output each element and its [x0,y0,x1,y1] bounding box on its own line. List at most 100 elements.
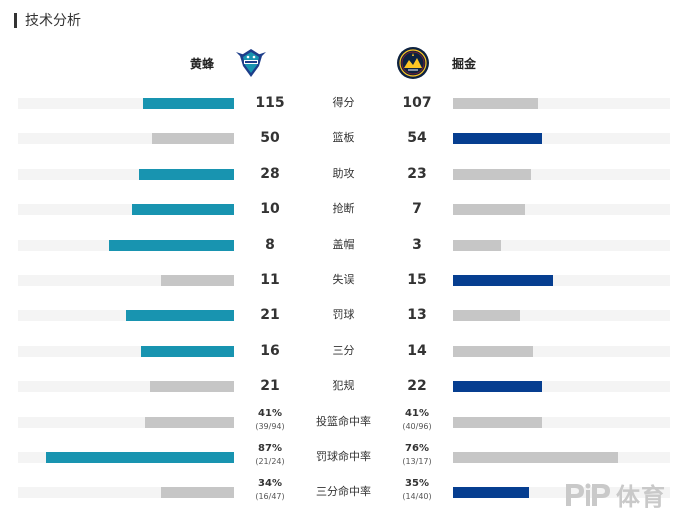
away-team-header: 掘金 [396,46,476,80]
home-bar-fill [161,487,234,499]
away-bar-fill [453,133,542,145]
home-bar-fill [143,98,234,109]
home-bar-track [18,310,234,322]
hornets-logo-icon[interactable] [234,46,268,80]
away-bar-track [453,204,670,216]
home-stat-value: 50 [260,130,280,147]
away-stat-value: 107 [402,95,432,111]
away-bar-track [453,345,670,357]
home-bar-fill [145,416,234,428]
nuggets-logo-icon[interactable] [396,46,430,80]
pp-logo-icon [566,483,610,506]
home-bar-track [18,98,234,109]
home-bar-track [18,452,234,463]
away-bar-track [453,310,670,322]
home-bar-track [18,239,234,251]
home-bar-track [18,275,234,286]
away-bar-track [453,98,670,109]
away-stat-fraction: (14/40) [402,492,432,502]
home-stat-value: 28 [260,165,280,182]
home-bar-fill [152,133,234,145]
away-stat-percent: 41% [405,407,429,419]
stat-label: 犯规 [332,379,355,393]
home-stat-percent: 41% [258,407,282,419]
watermark-text: 体育 [616,482,666,511]
stat-label: 助攻 [332,166,355,180]
away-stat-value: 14 [407,342,427,359]
away-bar-track [453,381,670,393]
stat-row: 8 3 盖帽 [0,230,688,260]
stat-label: 三分命中率 [316,485,371,499]
home-stat-value: 87% (21/24) [234,442,306,468]
section-header: 技术分析 [14,10,81,30]
away-stat-value: 41% (40/96) [381,407,453,433]
home-stat-percent: 34% [258,478,282,490]
stat-label: 三分 [332,343,355,357]
away-bar-track [453,275,670,286]
home-bar-fill [109,239,234,251]
home-bar-fill [139,168,234,180]
home-bar-fill [126,310,234,322]
section-header-bar [14,12,17,28]
home-bar-fill [141,345,234,357]
stat-row: 87% (21/24) 76% (13/17) 罚球命中率 [0,442,688,472]
away-stat-value: 23 [407,165,427,182]
home-bar-track [18,345,234,357]
away-stat-percent: 76% [405,443,429,454]
away-stat-value: 15 [407,272,427,288]
stat-label: 盖帽 [332,237,355,251]
home-bar-track [18,133,234,145]
stat-row: 21 13 罚球 [0,300,688,330]
watermark: 体育 [562,476,666,512]
home-stat-fraction: (39/94) [255,421,285,431]
away-bar-fill [453,275,553,286]
away-stat-value: 35% (14/40) [381,477,453,503]
home-bar-track [18,487,234,499]
home-stat-fraction: (16/47) [255,492,285,502]
away-bar-track [453,452,670,463]
stat-row: 16 14 三分 [0,336,688,366]
away-bar-fill [453,452,618,463]
away-stat-value: 13 [407,307,427,324]
away-bar-fill [453,98,538,109]
away-bar-fill [453,168,531,180]
away-stat-fraction: (13/17) [402,457,432,466]
away-bar-fill [453,239,501,251]
stat-row: 28 23 助攻 [0,159,688,189]
away-bar-track [453,487,670,499]
away-team-name[interactable]: 掘金 [452,56,477,71]
away-stat-value: 54 [407,130,427,147]
away-bar-track [453,168,670,180]
home-team-name[interactable]: 黄蜂 [190,56,215,71]
home-bar-track [18,204,234,216]
stat-row: 34% (16/47) 35% (14/40) 三分命中率 [0,477,688,507]
home-stat-value: 16 [260,342,280,359]
home-stat-value: 115 [255,95,285,111]
home-bar-track [18,416,234,428]
home-team-header: 黄蜂 [190,46,268,80]
home-stat-value: 21 [260,378,280,395]
stat-label: 抢断 [332,202,355,216]
stat-row: 115 107 得分 [0,88,688,118]
stat-row: 41% (39/94) 41% (40/96) 投篮命中率 [0,407,688,437]
away-stat-percent: 35% [405,478,429,490]
away-bar-fill [453,416,542,428]
away-bar-fill [453,345,533,357]
stat-label: 得分 [332,96,355,109]
stat-label: 失误 [332,273,355,286]
away-bar-fill [453,204,525,216]
home-stat-value: 11 [260,272,280,288]
stat-label: 罚球命中率 [316,450,371,463]
away-bar-fill [453,487,529,499]
stat-label: 罚球 [332,308,355,322]
home-stat-fraction: (21/24) [255,457,285,466]
stat-label: 篮板 [332,131,355,145]
away-stat-value: 76% (13/17) [381,442,453,468]
home-bar-fill [150,381,234,393]
away-stat-value: 3 [412,236,422,253]
away-bar-fill [453,381,542,393]
home-stat-value: 41% (39/94) [234,407,306,433]
away-bar-fill [453,310,520,322]
home-bar-fill [161,275,234,286]
stat-row: 50 54 篮板 [0,123,688,153]
